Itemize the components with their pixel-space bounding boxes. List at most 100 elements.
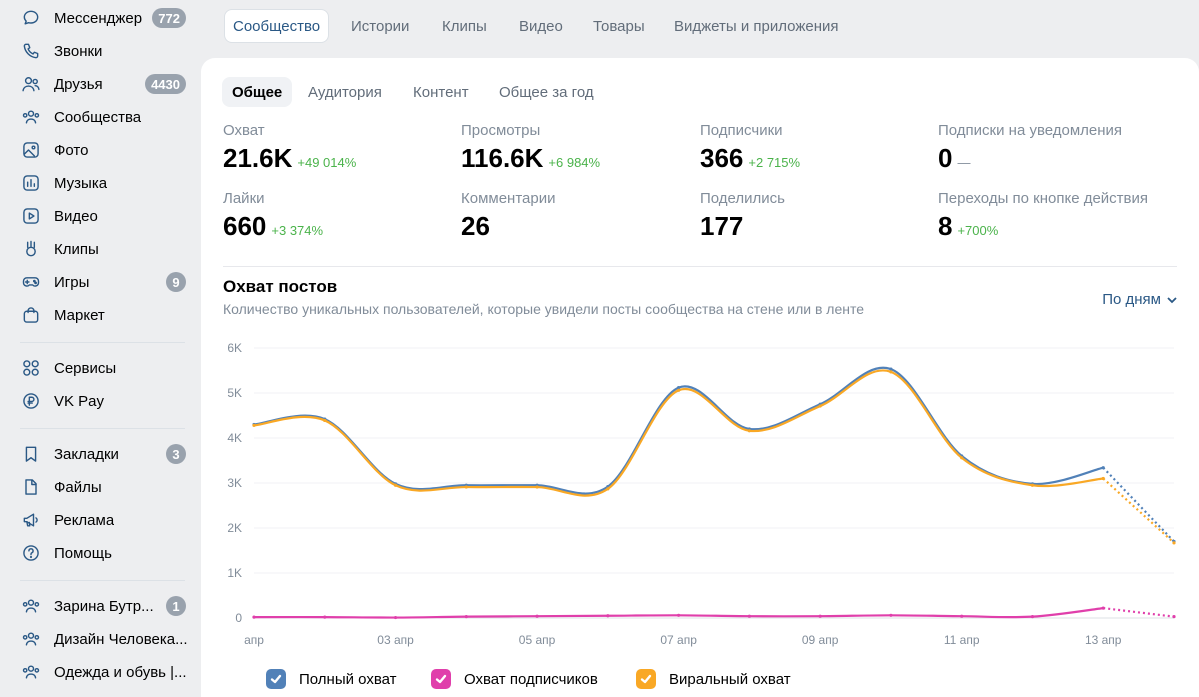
- help-icon: [20, 542, 42, 564]
- period-label: По дням: [1102, 291, 1161, 308]
- x-tick-label: апр: [244, 633, 264, 647]
- x-tick-label: 09 апр: [802, 633, 839, 647]
- sidebar-item-15[interactable]: Помощь: [14, 538, 194, 568]
- tab-clips[interactable]: Клипы: [442, 17, 487, 35]
- stat-label: Просмотры: [461, 122, 541, 139]
- data-point: [393, 483, 398, 487]
- legend-label: Полный охват: [299, 670, 397, 688]
- tab-video[interactable]: Видео: [519, 17, 563, 35]
- group-icon: [20, 628, 42, 650]
- data-point: [1101, 466, 1105, 470]
- market-bag-icon: [20, 304, 42, 326]
- stat-delta: +700%: [957, 223, 999, 238]
- sidebar-separator: [20, 580, 185, 581]
- sidebar-item-0[interactable]: Мессенджер 772: [14, 3, 194, 33]
- megaphone-icon: [20, 509, 42, 531]
- clips-icon: [20, 238, 42, 260]
- series-forecast-2: [1102, 477, 1175, 544]
- stat-value: 8: [938, 211, 953, 241]
- sidebar-item-8[interactable]: Игры 9: [14, 267, 194, 297]
- y-tick-label: 5K: [227, 386, 242, 400]
- data-point: [535, 485, 539, 489]
- sidebar-item-label: Закладки: [54, 445, 119, 463]
- sidebar-item-4[interactable]: Фото: [14, 135, 194, 165]
- stat-value: 116.6K: [461, 143, 544, 173]
- period-dropdown[interactable]: По дням: [1102, 291, 1177, 308]
- counter-badge: 3: [166, 444, 186, 464]
- data-point: [747, 614, 751, 618]
- sidebar-item-label: Звонки: [54, 42, 103, 60]
- sidebar-item-16[interactable]: Зарина Бутр... 1: [14, 591, 194, 621]
- sidebar-item-17[interactable]: Дизайн Человека...: [14, 624, 194, 654]
- data-point: [323, 615, 327, 619]
- y-tick-label: 0: [235, 611, 242, 625]
- tab-widgets-apps[interactable]: Виджеты и приложения: [674, 17, 839, 35]
- sidebar-item-6[interactable]: Видео: [14, 201, 194, 231]
- sidebar-item-label: Сообщества: [54, 108, 142, 126]
- group-icon: [20, 595, 42, 617]
- data-point: [1101, 606, 1105, 610]
- stat-delta: +49 014%: [297, 155, 357, 170]
- legend-subscriber-reach[interactable]: Охват подписчиков: [431, 669, 598, 689]
- sidebar-item-14[interactable]: Реклама: [14, 505, 194, 535]
- sidebar-item-13[interactable]: Файлы: [14, 472, 194, 502]
- top-tabs-bar: Сообщество Истории Клипы Видео Товары Ви…: [201, 0, 1199, 56]
- sidebar-item-label: Файлы: [54, 478, 102, 496]
- data-point: [960, 614, 964, 618]
- sidebar-item-5[interactable]: Музыка: [14, 168, 194, 198]
- stat-delta: +2 715%: [748, 155, 801, 170]
- subtab-year-overview[interactable]: Общее за год: [499, 83, 594, 101]
- tab-community[interactable]: Сообщество: [224, 9, 330, 43]
- sidebar-item-label: Музыка: [54, 174, 108, 192]
- sidebar-item-7[interactable]: Клипы: [14, 234, 194, 264]
- stat-shares: Поделились 177: [700, 190, 785, 242]
- sidebar-item-12[interactable]: Закладки 3: [14, 439, 194, 469]
- x-tick-label: 05 апр: [519, 633, 556, 647]
- data-point: [535, 614, 539, 618]
- subtab-content[interactable]: Контент: [413, 83, 469, 101]
- checkbox-icon: [431, 669, 451, 689]
- sidebar-item-10[interactable]: Сервисы: [14, 353, 194, 383]
- stat-value: 21.6K: [223, 143, 293, 173]
- data-point: [323, 418, 327, 423]
- sidebar-item-label: Видео: [54, 207, 98, 225]
- sidebar-item-11[interactable]: VK Pay: [14, 386, 194, 416]
- data-point: [1030, 615, 1035, 619]
- legend-viral-reach[interactable]: Виральный охват: [636, 669, 791, 689]
- sidebar-item-18[interactable]: Одежда и обувь |...: [14, 657, 194, 687]
- sidebar-item-3[interactable]: Сообщества: [14, 102, 194, 132]
- stat-label: Подписчики: [700, 122, 783, 139]
- x-tick-label: 13 апр: [1085, 633, 1122, 647]
- photo-icon: [20, 139, 42, 161]
- data-point: [818, 404, 822, 408]
- stat-comments: Комментарии 26: [461, 190, 555, 242]
- stat-value: 366: [700, 143, 744, 173]
- bookmark-icon: [20, 443, 42, 465]
- x-tick-label: 03 апр: [377, 633, 414, 647]
- sidebar-item-2[interactable]: Друзья 4430: [14, 69, 194, 99]
- series-forecast-1: [1103, 607, 1175, 618]
- stat-label: Подписки на уведомления: [938, 122, 1123, 139]
- tab-stories[interactable]: Истории: [351, 17, 410, 35]
- sidebar-item-1[interactable]: Звонки: [14, 36, 194, 66]
- checkbox-icon: [636, 669, 656, 689]
- y-tick-label: 6K: [227, 341, 242, 355]
- counter-badge: 772: [152, 8, 186, 28]
- legend-full-reach[interactable]: Полный охват: [266, 669, 397, 689]
- sidebar-item-9[interactable]: Маркет: [14, 300, 194, 330]
- data-point: [1030, 483, 1035, 487]
- subtab-general[interactable]: Общее: [222, 77, 293, 107]
- tab-products[interactable]: Товары: [593, 17, 645, 35]
- y-tick-label: 3K: [227, 476, 242, 490]
- chart-subtitle: Количество уникальных пользователей, кот…: [223, 301, 865, 317]
- legend-label: Охват подписчиков: [464, 670, 598, 688]
- stat-likes: Лайки 660 +3 374%: [223, 190, 323, 242]
- data-point: [889, 613, 893, 617]
- sidebar-item-label: Реклама: [54, 511, 115, 529]
- gamepad-icon: [20, 271, 42, 293]
- subtab-audience[interactable]: Аудитория: [308, 83, 382, 101]
- sidebar-item-label: Помощь: [54, 544, 112, 562]
- left-sidebar: Мессенджер 772 Звонки Друзья 4430 Сообщества Ф…: [0, 0, 201, 697]
- sidebar-item-label: Сервисы: [54, 359, 117, 377]
- stat-notification-subs: Подписки на уведомления 0 —: [938, 122, 1122, 174]
